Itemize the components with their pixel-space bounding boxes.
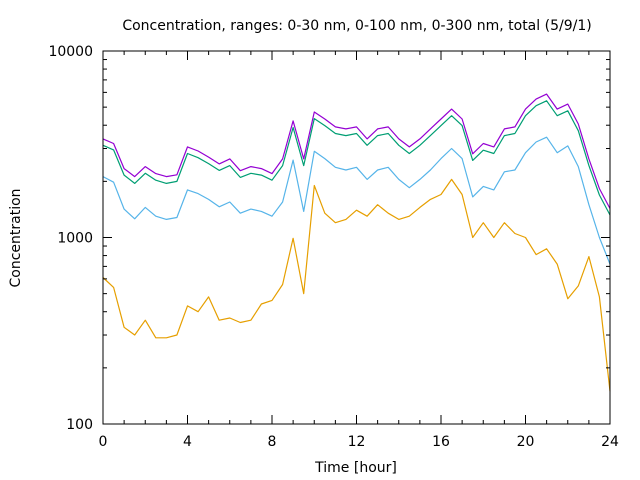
x-tick-label: 8 <box>268 434 277 450</box>
x-tick-label: 20 <box>517 434 535 450</box>
x-tick-label: 24 <box>601 434 619 450</box>
series-layer <box>102 93 611 392</box>
series-line-0-300-nm <box>102 100 611 216</box>
x-tick-label: 12 <box>348 434 366 450</box>
chart-title: Concentration, ranges: 0-30 nm, 0-100 nm… <box>122 18 591 34</box>
series-line-0-100-nm <box>102 136 611 265</box>
plot-frame <box>102 50 611 425</box>
x-tick-label: 0 <box>99 434 108 450</box>
series-line-0-30-nm <box>102 178 611 392</box>
y-axis-label: Concentration <box>8 188 24 287</box>
x-tick-label: 16 <box>432 434 450 450</box>
y-tick-label: 1000 <box>57 231 93 247</box>
x-axis-label: Time [hour] <box>314 460 397 476</box>
x-tick-label: 4 <box>183 434 192 450</box>
axis-ticks: 0 4 8 12 16 20 24 100 1000 10000 <box>48 44 619 450</box>
series-line-total <box>102 93 611 209</box>
y-tick-label: 10000 <box>48 44 93 60</box>
y-tick-label: 100 <box>66 417 93 433</box>
